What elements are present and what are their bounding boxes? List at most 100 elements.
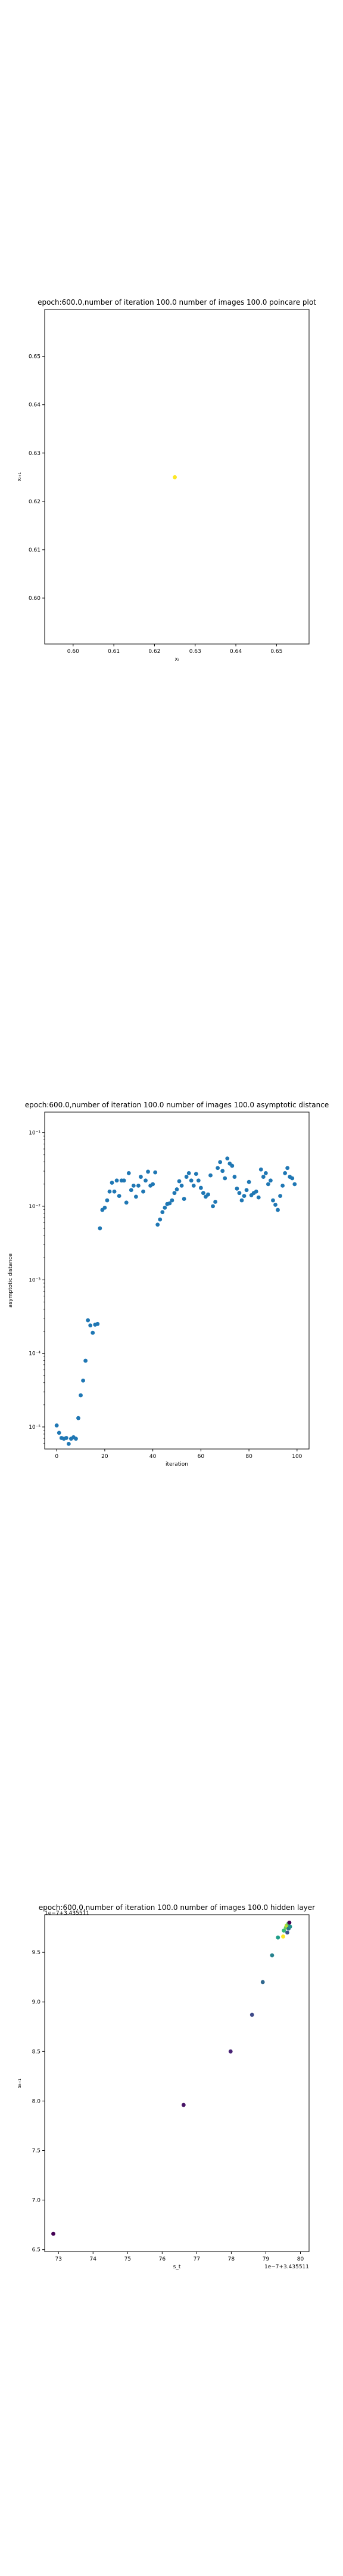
data-point (91, 1330, 95, 1335)
data-point (158, 1217, 163, 1222)
x-tick-label: 76 (159, 2256, 166, 2262)
data-point (117, 1194, 121, 1199)
data-point (237, 1191, 242, 1196)
data-point (285, 1930, 289, 1935)
plot-frame (44, 309, 310, 645)
data-point (172, 1191, 177, 1196)
data-point (107, 1189, 112, 1194)
data-point (191, 1183, 196, 1188)
data-point (57, 1431, 61, 1435)
data-point (230, 1163, 235, 1168)
x-tick-label: 0.65 (270, 649, 282, 655)
data-point (182, 1197, 186, 1201)
data-point (102, 1205, 107, 1210)
y-axis-label: xᵢ₊₁ (17, 472, 23, 481)
data-point (232, 1175, 237, 1179)
plot-frame (44, 1111, 310, 1450)
data-point (271, 1198, 275, 1203)
data-point (129, 1188, 133, 1193)
data-point (261, 1175, 266, 1179)
data-point (144, 1178, 148, 1183)
x-tick-label: 74 (90, 2256, 97, 2262)
chart-title: epoch:600.0,number of iteration 100.0 nu… (38, 298, 316, 306)
data-point (242, 1194, 247, 1199)
data-point (105, 1198, 110, 1203)
data-point (276, 1935, 280, 1940)
x-tick-label: 80 (297, 2256, 304, 2262)
data-point (216, 1166, 220, 1171)
x-axis-label: iteration (166, 1462, 188, 1467)
data-point (174, 1187, 179, 1191)
data-point (74, 1436, 78, 1441)
x-axis-label: xᵢ (175, 657, 179, 662)
chart-3: epoch:600.0,number of iteration 100.0 nu… (17, 1903, 315, 2270)
data-point (153, 1170, 158, 1175)
data-point (81, 1378, 85, 1383)
data-point (131, 1183, 136, 1188)
y-tick-label: 8.5 (32, 2049, 40, 2055)
x-tick-label: 100 (292, 1454, 302, 1460)
data-point (211, 1204, 215, 1209)
y-tick-label: 0.64 (29, 402, 40, 408)
x-tick-label: 0.64 (230, 649, 242, 655)
y-axis-label: sₜ₊₁ (17, 2078, 23, 2088)
data-point (218, 1160, 223, 1165)
data-point (260, 1980, 265, 1984)
chart-2: epoch:600.0,number of iteration 100.0 nu… (8, 1101, 329, 1467)
y-tick-label: 6.5 (32, 2247, 40, 2253)
data-point (225, 1156, 230, 1161)
data-point (256, 1195, 261, 1200)
data-point (112, 1189, 117, 1194)
y-tick-label: 10⁻¹ (29, 1131, 40, 1137)
data-point (254, 1189, 258, 1194)
x-axis-label: s_t (173, 2264, 181, 2270)
data-point (269, 1178, 273, 1183)
y-axis-label: asymptotic distance (8, 1253, 14, 1308)
data-point (76, 1416, 80, 1420)
data-point (151, 1182, 155, 1187)
data-point (126, 1171, 131, 1175)
data-point (146, 1169, 150, 1174)
data-point (121, 1178, 126, 1183)
x-tick-label: 73 (55, 2256, 61, 2262)
y-tick-label: 10⁻³ (29, 1277, 40, 1283)
data-point (181, 2103, 186, 2107)
x-tick-label: 0.61 (108, 649, 120, 655)
data-point (133, 1194, 138, 1199)
data-point (239, 1198, 244, 1203)
data-point (208, 1173, 213, 1178)
data-point (206, 1192, 210, 1197)
y-tick-label: 10⁻⁵ (29, 1425, 40, 1431)
data-point (83, 1358, 88, 1363)
data-point (282, 1928, 286, 1933)
data-point (189, 1178, 194, 1183)
data-point (139, 1175, 143, 1179)
data-point (155, 1222, 160, 1227)
x-tick-label: 0 (55, 1454, 58, 1460)
data-point (287, 1920, 292, 1925)
data-point (281, 1934, 285, 1939)
y-tick-label: 10⁻² (29, 1204, 40, 1210)
y-offset-label: 1e−7+3.435511 (45, 1911, 89, 1916)
y-tick-label: 0.60 (29, 596, 40, 602)
data-point (98, 1226, 102, 1231)
data-point (270, 1953, 275, 1958)
data-point (186, 1171, 191, 1175)
data-point (160, 1210, 165, 1215)
y-tick-label: 8.0 (32, 2098, 41, 2104)
data-point (285, 1166, 290, 1171)
data-point (250, 2012, 254, 2017)
data-point (263, 1171, 268, 1175)
data-point (244, 1188, 249, 1193)
data-point (194, 1172, 198, 1176)
x-tick-label: 0.62 (148, 649, 160, 655)
data-point (213, 1200, 217, 1204)
data-point (114, 1178, 119, 1183)
data-point (273, 1203, 277, 1207)
x-tick-label: 0.63 (189, 649, 201, 655)
data-point (258, 1167, 263, 1172)
data-point (179, 1183, 184, 1188)
chart-1: epoch:600.0,number of iteration 100.0 nu… (17, 298, 316, 662)
data-point (278, 1194, 282, 1199)
data-point (247, 1179, 251, 1184)
